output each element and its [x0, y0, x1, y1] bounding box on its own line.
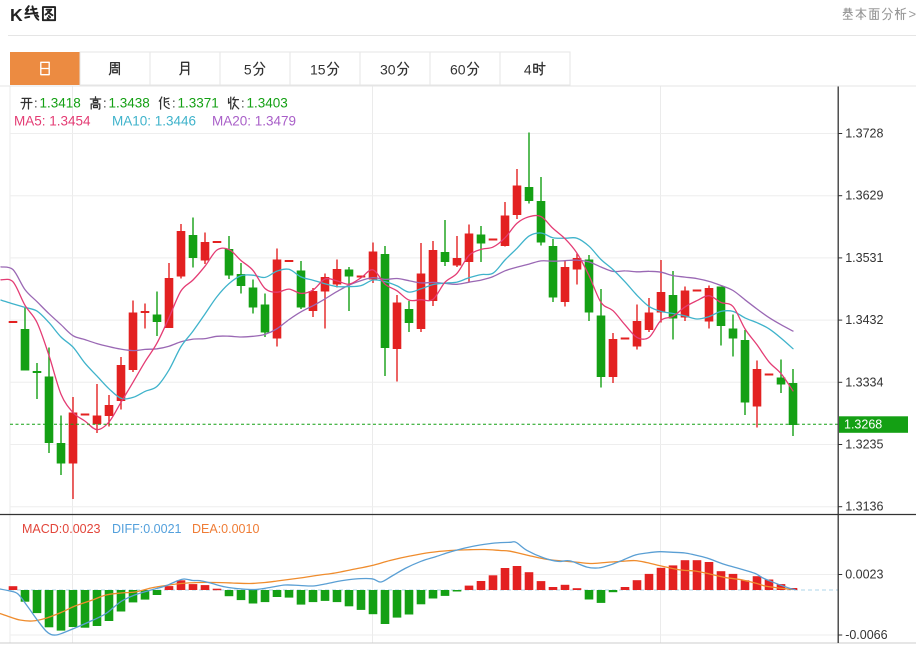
svg-text:1.3629: 1.3629	[845, 189, 883, 203]
svg-text:1.3268: 1.3268	[844, 418, 882, 432]
svg-text:4: 4	[524, 62, 532, 78]
svg-text::: :	[241, 96, 245, 111]
svg-text::: :	[34, 96, 38, 111]
svg-text:1.3403: 1.3403	[247, 96, 288, 111]
svg-text:15: 15	[310, 62, 326, 78]
svg-text:1.3235: 1.3235	[845, 438, 883, 452]
svg-text:1.3531: 1.3531	[845, 251, 883, 265]
svg-text:1.3334: 1.3334	[845, 375, 883, 389]
svg-text:1.3438: 1.3438	[109, 96, 150, 111]
svg-text:>: >	[909, 7, 916, 22]
svg-text:1.3371: 1.3371	[178, 96, 219, 111]
svg-text:60: 60	[450, 62, 466, 78]
svg-text:DIFF:0.0021: DIFF:0.0021	[112, 522, 182, 536]
svg-text:MA10: 1.3446: MA10: 1.3446	[112, 114, 196, 129]
svg-text::: :	[172, 96, 176, 111]
svg-text:-0.0066: -0.0066	[845, 628, 887, 642]
svg-text:0.0023: 0.0023	[845, 568, 883, 582]
svg-text::: :	[103, 96, 107, 111]
svg-text:5: 5	[244, 62, 252, 78]
svg-text:1.3432: 1.3432	[845, 313, 883, 327]
svg-text:MACD:0.0023: MACD:0.0023	[22, 522, 101, 536]
svg-text:1.3418: 1.3418	[40, 96, 81, 111]
svg-text:DEA:0.0010: DEA:0.0010	[192, 522, 259, 536]
svg-text:1.3728: 1.3728	[845, 127, 883, 141]
svg-text:1.3136: 1.3136	[845, 500, 883, 514]
svg-text:MA20: 1.3479: MA20: 1.3479	[212, 114, 296, 129]
svg-text:MA5: 1.3454: MA5: 1.3454	[14, 114, 91, 129]
svg-text:30: 30	[380, 62, 396, 78]
svg-text:K: K	[10, 5, 23, 25]
